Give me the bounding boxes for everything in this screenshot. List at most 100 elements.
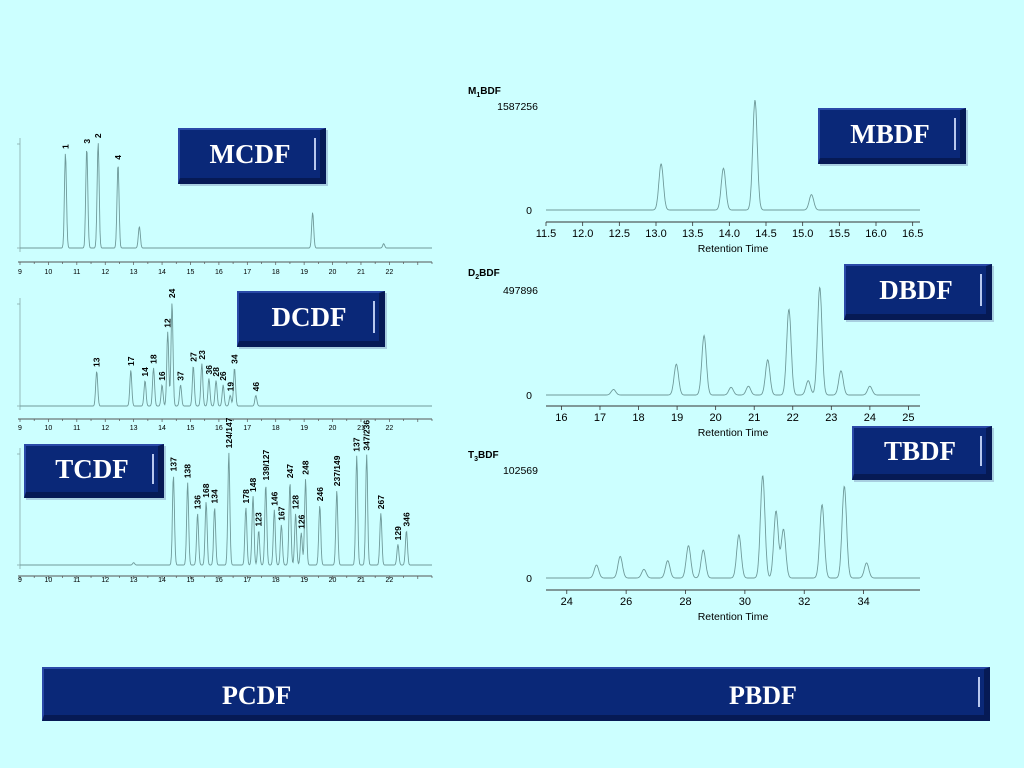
tcdf-peak-label: 123 (254, 512, 264, 526)
mbdf-x-tick-label: 11.5 (536, 228, 557, 240)
dcdf-peak-label: 23 (197, 350, 207, 360)
dbdf-x-tick-label: 17 (594, 412, 606, 424)
dcdf-peak-label: 27 (188, 352, 198, 362)
mbdf-x-tick-label: 13.0 (645, 228, 666, 240)
dcdf-peak-label: 46 (251, 382, 261, 392)
tcdf-peak-label: 136 (193, 495, 203, 509)
tcdf-x-tick-label: 9 (18, 577, 22, 584)
tcdf-peak-label: 167 (276, 506, 286, 520)
dbdf-y-zero-label: 0 (526, 390, 532, 402)
mbdf-y-max-label: 1587256 (497, 101, 538, 113)
dcdf-x-tick-label: 18 (272, 425, 280, 432)
mbdf-x-tick-label: 15.0 (792, 228, 813, 240)
tbdf-x-axis-label: Retention Time (698, 611, 769, 623)
dcdf-peak-label: 26 (218, 371, 228, 381)
tcdf-peak-label: 146 (269, 491, 279, 505)
mbdf-x-tick-label: 12.5 (609, 228, 630, 240)
dcdf-peak-label: 19 (225, 382, 235, 392)
tcdf-peak-label: 139/127 (261, 450, 271, 481)
tcdf-label-box: TCDF (24, 444, 164, 498)
tbdf-x-tick-label: 32 (798, 596, 810, 608)
dcdf-peak-label: 18 (149, 354, 159, 364)
tcdf-peak-label: 248 (301, 460, 311, 474)
dcdf-x-tick-label: 11 (73, 425, 80, 432)
dcdf-peak-label: 37 (176, 371, 186, 381)
tcdf-x-tick-label: 13 (130, 577, 138, 584)
dbdf-x-tick-label: 25 (902, 412, 914, 424)
mcdf-x-tick-label: 13 (130, 269, 138, 276)
tcdf-peak-label: 178 (241, 489, 251, 503)
dbdf-x-tick-label: 19 (671, 412, 683, 424)
tcdf-x-tick-label: 18 (272, 577, 280, 584)
dcdf-x-tick-label: 17 (243, 425, 251, 432)
tcdf-peak-label: 138 (183, 464, 193, 478)
dcdf-peak-label: 17 (126, 356, 136, 366)
tcdf-peak-label: 137 (168, 457, 178, 471)
dcdf-peak-label: 24 (167, 288, 177, 298)
dbdf-title: D2BDF (468, 268, 500, 281)
mcdf-x-tick-label: 16 (215, 269, 223, 276)
dcdf-peak-label: 28 (211, 367, 221, 377)
tcdf-peak-label: 237/149 (332, 455, 342, 486)
tcdf-peak-label: 247 (285, 464, 295, 478)
tcdf-peak-label: 246 (315, 487, 325, 501)
tcdf-x-tick-label: 11 (73, 577, 80, 584)
tcdf-peak-label: 134 (210, 489, 220, 503)
dcdf-x-tick-label: 22 (385, 425, 393, 432)
tbdf-x-tick-label: 30 (739, 596, 751, 608)
tcdf-label: TCDF (55, 453, 129, 484)
dbdf-x-tick-label: 23 (825, 412, 837, 424)
dcdf-x-tick-label: 10 (45, 425, 53, 432)
mbdf-x-tick-label: 15.5 (829, 228, 850, 240)
banner-pcdf: PCDF (222, 681, 292, 710)
tcdf-x-tick-label: 19 (300, 577, 308, 584)
mbdf-label: MBDF (850, 118, 930, 149)
mcdf-peak-label: 3 (82, 139, 92, 144)
dcdf-peak-label: 13 (92, 357, 102, 367)
mcdf-x-tick-label: 12 (101, 269, 109, 276)
mbdf-trace (546, 99, 920, 211)
mbdf-x-tick-label: 12.0 (572, 228, 593, 240)
dcdf-x-tick-label: 15 (187, 425, 195, 432)
dcdf-x-tick-label: 20 (329, 425, 337, 432)
tcdf-peak-label: 168 (201, 483, 211, 497)
dcdf-trace (20, 303, 432, 407)
dcdf-peak-label: 34 (230, 354, 240, 364)
mbdf-x-tick-label: 16.0 (865, 228, 886, 240)
dcdf-label: DCDF (271, 301, 347, 332)
mcdf-x-tick-label: 21 (357, 269, 365, 276)
dcdf-x-tick-label: 21 (357, 425, 365, 432)
tcdf-peak-label: 124/147 (224, 417, 234, 448)
dcdf-x-tick-label: 16 (215, 425, 223, 432)
tcdf-peak-label: 129 (393, 526, 403, 540)
tcdf-peak-label: 346 (401, 512, 411, 526)
tcdf-x-tick-label: 12 (101, 577, 109, 584)
dbdf-x-tick-label: 20 (710, 412, 722, 424)
tbdf-title: T3BDF (468, 450, 499, 463)
dbdf-label: DBDF (879, 274, 953, 305)
tbdf-x-tick-label: 28 (679, 596, 691, 608)
dbdf-x-tick-label: 22 (787, 412, 799, 424)
dbdf-y-max-label: 497896 (503, 285, 538, 297)
banner-pbdf: PBDF (729, 681, 797, 710)
mbdf-x-axis-label: Retention Time (698, 243, 769, 255)
dcdf-peak-label: 14 (140, 367, 150, 377)
tcdf-peak-label: 148 (248, 478, 258, 492)
dcdf-x-tick-label: 19 (300, 425, 308, 432)
dcdf-label-box: DCDF (237, 291, 385, 347)
mbdf-x-tick-label: 13.5 (682, 228, 703, 240)
dcdf-peak-label: 36 (204, 365, 214, 375)
mbdf-x-tick-label: 14.5 (755, 228, 776, 240)
tcdf-peak-label: 137 (352, 437, 362, 451)
mcdf-label-box: MCDF (178, 128, 326, 184)
mbdf-title: M1BDF (468, 86, 501, 99)
mcdf-x-tick-label: 22 (385, 269, 393, 276)
tcdf-x-tick-label: 10 (45, 577, 53, 584)
mbdf-x-tick-label: 14.0 (719, 228, 740, 240)
mcdf-x-tick-label: 10 (45, 269, 53, 276)
tcdf-x-tick-label: 17 (243, 577, 251, 584)
dcdf-x-tick-label: 9 (18, 425, 22, 432)
dbdf-x-tick-label: 24 (864, 412, 876, 424)
dbdf-x-tick-label: 16 (555, 412, 567, 424)
mcdf-x-tick-label: 20 (329, 269, 337, 276)
